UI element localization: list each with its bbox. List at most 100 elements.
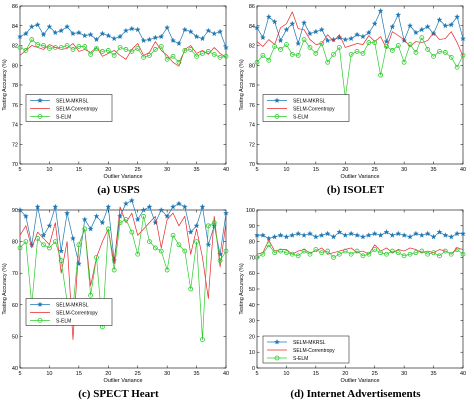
x-tick-label: 40 bbox=[223, 167, 229, 173]
data-point bbox=[17, 206, 23, 213]
data-point bbox=[23, 239, 29, 244]
legend-marker bbox=[37, 114, 43, 119]
y-tick-label: 84 bbox=[249, 24, 255, 30]
y-tick-label: 10 bbox=[249, 350, 255, 356]
data-point bbox=[278, 248, 283, 254]
data-point bbox=[277, 232, 284, 238]
data-point bbox=[401, 232, 408, 238]
x-tick-label: 5 bbox=[255, 167, 258, 173]
data-point bbox=[87, 225, 94, 232]
data-point bbox=[82, 44, 88, 49]
y-tick-label: 80 bbox=[12, 63, 18, 69]
data-point bbox=[342, 248, 348, 254]
x-tick-label: 10 bbox=[283, 167, 289, 173]
data-point bbox=[431, 53, 436, 59]
data-point bbox=[117, 213, 123, 219]
data-point bbox=[448, 251, 454, 257]
data-point bbox=[147, 52, 152, 58]
data-point bbox=[318, 232, 325, 238]
data-point bbox=[135, 251, 141, 257]
data-point bbox=[117, 45, 123, 50]
data-point bbox=[337, 45, 342, 50]
data-point bbox=[425, 251, 431, 257]
data-point bbox=[419, 248, 425, 254]
plot-area bbox=[19, 209, 227, 369]
data-point bbox=[170, 203, 176, 210]
legend-marker bbox=[37, 301, 43, 307]
series-s-elm bbox=[17, 37, 229, 65]
legend-marker bbox=[274, 97, 280, 103]
data-point bbox=[41, 242, 46, 248]
x-tick-label: 35 bbox=[194, 167, 200, 173]
legend-label: SELM-Correntropy bbox=[293, 348, 335, 354]
data-point bbox=[318, 26, 325, 33]
data-point bbox=[319, 250, 325, 256]
y-axis-label: Testing Accuracy (%) bbox=[2, 59, 8, 111]
data-point bbox=[430, 30, 437, 37]
y-tick-label: 78 bbox=[12, 83, 18, 89]
data-point bbox=[401, 37, 408, 44]
data-point bbox=[17, 45, 23, 50]
data-point bbox=[324, 230, 331, 237]
x-tick-label: 20 bbox=[342, 167, 348, 173]
legend-marker bbox=[37, 97, 43, 103]
data-point bbox=[378, 250, 384, 256]
data-point bbox=[58, 248, 65, 254]
data-point bbox=[266, 57, 272, 63]
data-point bbox=[360, 233, 366, 240]
data-point bbox=[135, 46, 141, 51]
data-point bbox=[260, 34, 266, 41]
data-point bbox=[301, 248, 307, 254]
x-axis-label: Outlier Variance bbox=[103, 378, 142, 384]
data-point bbox=[354, 248, 360, 254]
y-tick-label: 90 bbox=[12, 208, 18, 214]
data-point bbox=[176, 40, 182, 46]
data-point bbox=[424, 23, 431, 30]
data-point bbox=[448, 21, 455, 28]
panel-spect-heart: 40 50 60 70 80 90 5 10 15 20 25 30 35 40 Outlier Varia… bbox=[0, 197, 237, 408]
data-point bbox=[272, 44, 278, 49]
y-tick-label: 72 bbox=[12, 142, 18, 148]
data-point bbox=[442, 22, 449, 29]
data-point bbox=[58, 27, 65, 34]
data-point bbox=[188, 47, 194, 52]
y-axis-label: Testing Accuracy (%) bbox=[239, 59, 245, 111]
data-point bbox=[324, 37, 331, 44]
data-point bbox=[182, 48, 188, 53]
data-point bbox=[117, 33, 123, 40]
data-point bbox=[372, 247, 378, 252]
x-tick-label: 25 bbox=[135, 167, 141, 173]
data-point bbox=[141, 213, 147, 219]
data-point bbox=[164, 56, 170, 62]
data-point bbox=[170, 37, 176, 44]
data-point bbox=[176, 200, 182, 207]
panel-internet-ads: 0 10 20 30 40 50 60 70 80 90 100 5 10 15 20 25 30 35 40 Out… bbox=[237, 204, 474, 408]
legend: SELM-MKRSL SELM-Correntropy S-ELM bbox=[262, 335, 350, 364]
data-point bbox=[99, 30, 106, 37]
legend-marker bbox=[274, 355, 280, 361]
y-tick-label: 60 bbox=[249, 271, 255, 277]
legend-label: S-ELM bbox=[56, 114, 71, 120]
y-tick-label: 80 bbox=[12, 240, 18, 246]
data-point bbox=[158, 44, 164, 49]
y-tick-label: 0 bbox=[252, 366, 255, 372]
x-axis-label: Outlier Variance bbox=[103, 174, 142, 180]
y-tick-label: 20 bbox=[249, 334, 255, 340]
series-line bbox=[19, 200, 227, 265]
data-point bbox=[47, 46, 52, 51]
caption-spect-heart: (c) SPECT Heart bbox=[78, 388, 159, 400]
x-tick-label: 30 bbox=[401, 167, 407, 173]
data-point bbox=[81, 216, 88, 222]
data-point bbox=[70, 47, 76, 52]
data-point bbox=[34, 21, 41, 28]
data-point bbox=[454, 247, 460, 252]
data-point bbox=[52, 203, 59, 210]
data-point bbox=[460, 52, 466, 58]
y-axis-label: Testing Accuracy (%) bbox=[2, 263, 8, 315]
series-selm-correntropy bbox=[256, 11, 464, 57]
data-point bbox=[200, 51, 205, 56]
x-tick-label: 5 bbox=[255, 371, 258, 377]
y-tick-label: 40 bbox=[12, 366, 18, 372]
y-tick-label: 60 bbox=[12, 303, 18, 309]
data-point bbox=[325, 59, 331, 65]
